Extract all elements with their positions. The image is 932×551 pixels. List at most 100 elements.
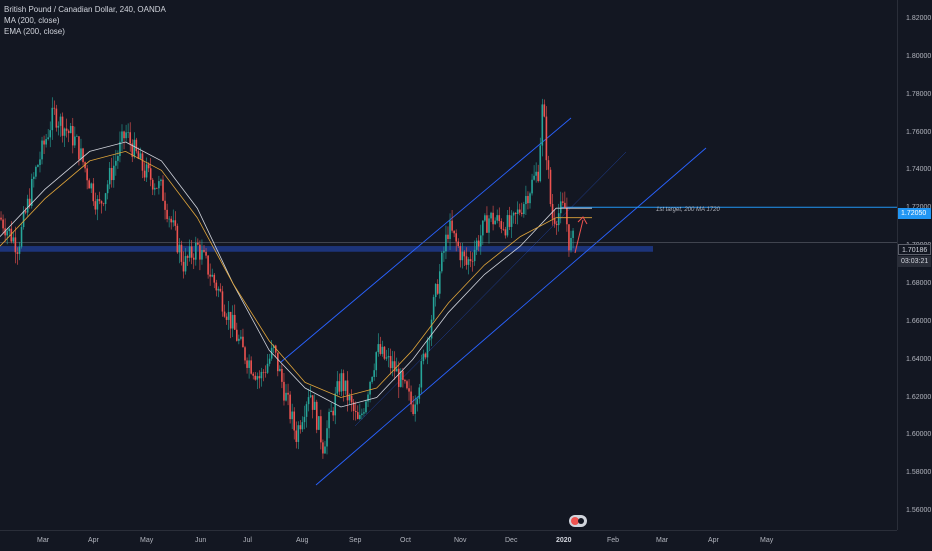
- candle-body: [28, 198, 31, 206]
- candle-body: [441, 252, 443, 272]
- candle-body: [539, 145, 542, 182]
- candle-body: [268, 358, 271, 364]
- candle: [8, 227, 11, 237]
- candle-body: [393, 361, 396, 372]
- projection-arrow: [574, 216, 588, 254]
- candle: [65, 118, 68, 138]
- price-tick-label: 1.80000: [906, 52, 932, 60]
- candle: [164, 192, 166, 220]
- trend-channel: [280, 117, 707, 486]
- candle: [535, 162, 537, 183]
- candle: [543, 99, 546, 118]
- candle: [180, 240, 183, 266]
- candle-body: [514, 212, 517, 214]
- candle-body: [213, 274, 216, 283]
- candle: [258, 370, 261, 389]
- candle-body: [414, 404, 416, 414]
- candle: [74, 126, 76, 149]
- candle-body: [447, 234, 449, 239]
- candle: [86, 164, 88, 190]
- candle: [500, 218, 503, 234]
- candle: [359, 403, 361, 421]
- candle: [379, 336, 382, 356]
- candle-body: [143, 170, 146, 178]
- candle-body: [156, 187, 158, 189]
- candle-body: [475, 240, 478, 250]
- candle: [354, 401, 357, 421]
- time-tick-label: Sep: [349, 537, 362, 544]
- candle-body: [252, 373, 255, 376]
- ema-indicator-label[interactable]: EMA (200, close): [4, 27, 65, 36]
- candle: [336, 371, 339, 397]
- candle-body: [151, 179, 154, 190]
- candle-body: [59, 116, 62, 126]
- candle: [381, 340, 384, 357]
- candle: [35, 165, 37, 180]
- candle-body: [203, 250, 205, 252]
- candle-body: [389, 356, 392, 369]
- candle-body: [61, 116, 64, 136]
- candle: [502, 221, 505, 231]
- candle: [523, 201, 525, 218]
- candle-body: [123, 131, 125, 139]
- candle-body: [352, 402, 355, 411]
- candle-body: [469, 259, 472, 262]
- ma-indicator-label[interactable]: MA (200, close): [4, 16, 60, 25]
- candle-body: [428, 338, 431, 341]
- candle: [231, 305, 234, 338]
- time-tick-label: May: [760, 537, 774, 544]
- candle: [69, 122, 72, 134]
- candle: [344, 380, 347, 395]
- candle-body: [133, 139, 136, 157]
- candle: [428, 335, 431, 352]
- candle-body: [416, 398, 419, 405]
- candle-body: [381, 346, 384, 354]
- candle: [137, 147, 140, 160]
- candle-body: [266, 363, 269, 373]
- candle: [227, 300, 230, 330]
- candle: [71, 117, 74, 154]
- candle: [244, 345, 246, 365]
- candle-body: [192, 257, 195, 260]
- candle-body: [572, 230, 574, 238]
- price-scale[interactable]: [897, 0, 932, 530]
- candle: [283, 372, 285, 406]
- candle-body: [139, 153, 142, 159]
- candle: [127, 123, 129, 139]
- candle: [551, 194, 554, 226]
- candle: [76, 134, 78, 137]
- price-chart[interactable]: [0, 0, 897, 530]
- tradingview-logo-icon: [569, 515, 587, 527]
- candle: [395, 357, 398, 372]
- candle: [303, 405, 306, 430]
- candle: [33, 172, 35, 188]
- time-scale[interactable]: [0, 530, 897, 551]
- candle: [49, 121, 52, 148]
- candle-body: [457, 241, 460, 247]
- candle: [22, 206, 25, 230]
- candle-body: [240, 336, 242, 339]
- candle: [438, 264, 441, 299]
- candle-body: [309, 395, 312, 398]
- candle: [402, 367, 404, 388]
- candle-body: [527, 196, 529, 204]
- candle-body: [135, 139, 138, 152]
- candle-body: [426, 340, 429, 358]
- candle: [305, 401, 308, 428]
- candle: [340, 369, 343, 397]
- candle: [420, 354, 423, 394]
- candle-body: [63, 128, 66, 136]
- candle: [375, 351, 378, 378]
- candle-body: [504, 229, 507, 236]
- candle: [432, 294, 435, 322]
- candle-body: [147, 164, 150, 169]
- candle-body: [432, 297, 435, 320]
- candle: [213, 273, 216, 289]
- candle: [53, 100, 56, 115]
- symbol-title[interactable]: British Pound / Canadian Dollar, 240, OA…: [4, 5, 166, 14]
- ma-200-line: [0, 141, 592, 408]
- candle: [63, 127, 66, 148]
- time-tick-label: May: [140, 537, 154, 544]
- candle: [572, 228, 574, 249]
- candle-body: [301, 422, 304, 430]
